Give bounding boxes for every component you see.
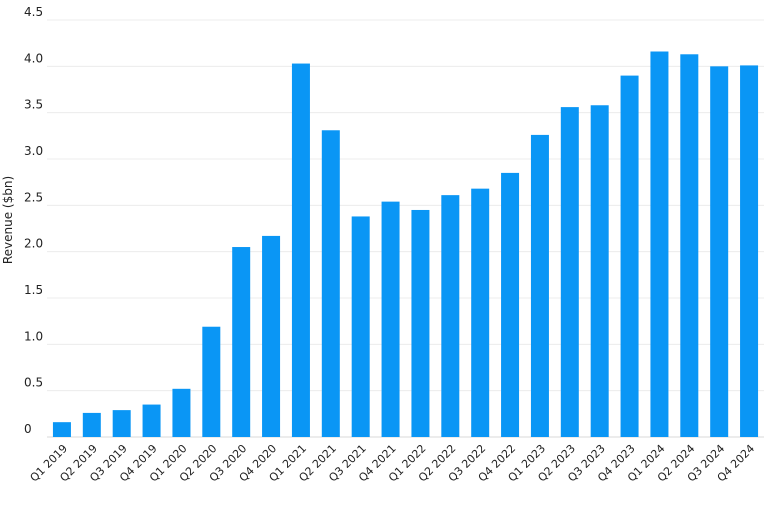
y-axis-tick-labels: 0 0.5 1.0 1.5 2.0 2.5 3.0 3.5 4.0 4.5 bbox=[24, 5, 43, 436]
bar bbox=[202, 326, 221, 437]
y-tick-label: 2.5 bbox=[24, 190, 43, 204]
y-tick-label: 2.0 bbox=[24, 237, 43, 251]
bar bbox=[530, 134, 549, 437]
bar bbox=[351, 216, 370, 437]
bar bbox=[680, 54, 699, 437]
bar bbox=[232, 247, 251, 437]
bar bbox=[82, 412, 101, 437]
bar bbox=[411, 209, 430, 437]
bar bbox=[381, 201, 400, 437]
bar bbox=[740, 65, 759, 437]
y-axis-title: Revenue ($bn) bbox=[1, 176, 15, 264]
bar bbox=[441, 195, 460, 437]
y-tick-label: 1.5 bbox=[24, 283, 43, 297]
gridlines bbox=[47, 19, 764, 438]
bar bbox=[321, 130, 340, 438]
bar bbox=[142, 404, 161, 437]
bar bbox=[291, 63, 310, 437]
bar bbox=[710, 66, 729, 437]
y-tick-label: 0 bbox=[24, 422, 32, 436]
bar bbox=[172, 388, 191, 437]
y-tick-label: 4.0 bbox=[24, 51, 43, 65]
y-tick-label: 1.0 bbox=[24, 329, 43, 343]
y-tick-label: 0.5 bbox=[24, 376, 43, 390]
y-tick-label: 3.5 bbox=[24, 98, 43, 112]
bar bbox=[501, 172, 520, 437]
bar bbox=[52, 422, 71, 437]
y-tick-label: 3.0 bbox=[24, 144, 43, 158]
bar bbox=[590, 105, 609, 438]
y-tick-label: 4.5 bbox=[24, 5, 43, 19]
bar bbox=[620, 75, 639, 437]
bar bbox=[560, 107, 579, 438]
bar bbox=[650, 51, 669, 438]
bars bbox=[52, 51, 759, 438]
bar bbox=[262, 235, 281, 437]
bar bbox=[112, 410, 131, 437]
bar bbox=[471, 188, 490, 437]
